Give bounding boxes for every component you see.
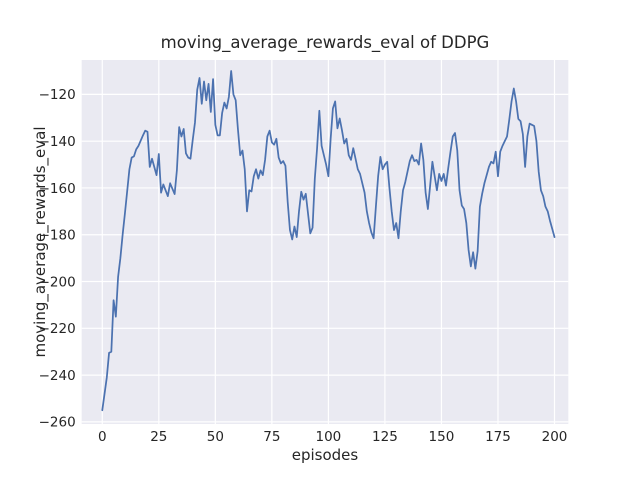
y-tick-label: −260 <box>39 415 76 431</box>
y-tick-label: −240 <box>39 368 76 384</box>
x-tick-label: 150 <box>429 429 455 445</box>
x-tick-label: 0 <box>98 429 107 445</box>
x-tick-label: 125 <box>372 429 398 445</box>
y-tick-label: −140 <box>39 134 76 150</box>
x-tick-label: 200 <box>542 429 568 445</box>
y-tick-label: −180 <box>39 228 76 244</box>
chart-title: moving_average_rewards_eval of DDPG <box>161 33 490 53</box>
y-tick-label: −220 <box>39 321 76 337</box>
x-axis-label: episodes <box>292 446 359 464</box>
series-group <box>101 70 556 412</box>
plot-area <box>81 60 569 424</box>
x-tick-labels: 0 25 50 75 100 125 150 175 200 <box>98 429 567 445</box>
series-line <box>101 70 556 412</box>
y-tick-labels: −120 −140 −160 −180 −200 −220 −240 −260 <box>39 87 76 431</box>
y-tick-label: −160 <box>39 181 76 197</box>
x-tick-label: 175 <box>485 429 511 445</box>
y-axis-label: moving_average_rewards_eval <box>31 127 50 358</box>
y-tick-label: −120 <box>39 87 76 103</box>
y-tick-label: −200 <box>39 274 76 290</box>
x-tick-label: 100 <box>316 429 342 445</box>
x-tick-label: 75 <box>263 429 280 445</box>
x-tick-label: 25 <box>150 429 167 445</box>
x-tick-label: 50 <box>207 429 224 445</box>
